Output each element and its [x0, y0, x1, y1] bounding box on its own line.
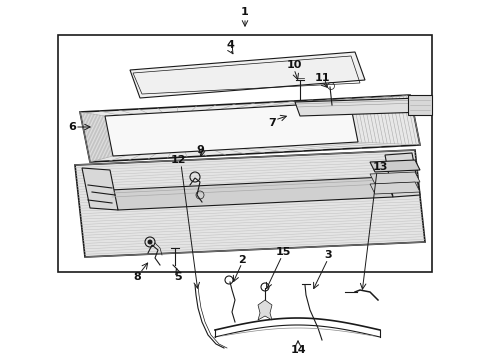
Text: 5: 5 — [174, 272, 182, 282]
Text: 8: 8 — [133, 272, 141, 282]
Text: 10: 10 — [286, 60, 302, 70]
Text: 11: 11 — [314, 73, 330, 83]
Polygon shape — [80, 95, 420, 162]
Polygon shape — [408, 95, 432, 115]
Text: 4: 4 — [226, 40, 234, 50]
Polygon shape — [370, 172, 420, 184]
Polygon shape — [110, 177, 393, 210]
Text: 1: 1 — [241, 7, 249, 17]
Polygon shape — [258, 300, 272, 320]
Polygon shape — [295, 98, 425, 116]
Polygon shape — [75, 150, 425, 257]
Polygon shape — [82, 168, 118, 210]
Text: 12: 12 — [170, 155, 186, 165]
Text: 6: 6 — [68, 122, 76, 132]
Text: 3: 3 — [324, 250, 332, 260]
Polygon shape — [385, 153, 420, 197]
Text: 15: 15 — [275, 247, 291, 257]
Text: 13: 13 — [372, 162, 388, 172]
Polygon shape — [370, 182, 420, 194]
Polygon shape — [105, 102, 358, 156]
Text: 7: 7 — [268, 118, 276, 128]
Text: 2: 2 — [238, 255, 246, 265]
Polygon shape — [370, 160, 420, 172]
Text: 9: 9 — [196, 145, 204, 155]
Polygon shape — [130, 52, 365, 98]
Circle shape — [147, 239, 152, 244]
Text: 14: 14 — [290, 345, 306, 355]
